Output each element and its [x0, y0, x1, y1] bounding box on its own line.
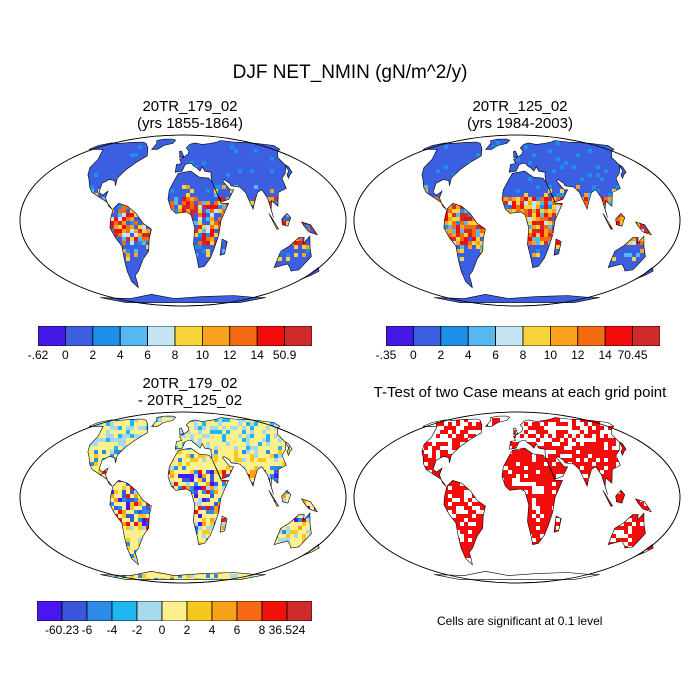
colorbar-swatch [467, 325, 496, 347]
colorbar-tick-label: 6 [144, 348, 151, 362]
colorbar-swatch [522, 325, 551, 347]
panel4-title: T-Test of two Case means at each grid po… [350, 384, 690, 401]
colorbar-tick-label: 8 [519, 348, 527, 362]
colorbar-panel-2: -.35 0 2 4 6 8 10 12 14 70.45 [376, 325, 661, 362]
map-panel-3 [19, 411, 347, 584]
colorbar-swatch [286, 600, 313, 622]
panel1-title-line2: (yrs 1855-1864) [137, 115, 243, 132]
coastline [421, 415, 654, 580]
colorbar-tick-label: 4 [208, 623, 216, 637]
panel1-title: 20TR_179_02 (yrs 1855-1864) [40, 98, 340, 132]
coastline [87, 415, 320, 580]
colorbar-panel-3: -60.23 -6 -4 -2 0 2 4 6 8 36.524 [36, 600, 313, 637]
colorbar-tick-label: 10 [543, 348, 558, 362]
colorbar-swatches-3 [36, 600, 313, 622]
colorbar-swatch [236, 600, 263, 622]
colorbar-swatch [604, 325, 633, 347]
colorbar-swatch [632, 325, 661, 347]
colorbar-swatch [37, 325, 66, 347]
colorbar-swatch [111, 600, 138, 622]
colorbar-tick-label: -.35 [375, 348, 397, 362]
colorbar-tick-label: 0 [158, 623, 166, 637]
colorbar-swatch [284, 325, 313, 347]
colorbar-tick-label: 2 [89, 348, 97, 362]
panel2-title: 20TR_125_02 (yrs 1984-2003) [370, 98, 670, 132]
map-outline [19, 134, 347, 307]
colorbar-tick-label: 2 [437, 348, 445, 362]
colorbar-swatch [229, 325, 258, 347]
colorbar-tick-label: 4 [464, 348, 472, 362]
figure-title: DJF NET_NMIN (gN/m^2/y) [232, 62, 468, 83]
colorbar-swatch [412, 325, 442, 347]
colorbar-swatch [201, 325, 231, 347]
map-panel-2 [353, 134, 681, 307]
colorbar-swatch [61, 600, 88, 622]
colorbar-swatch [86, 600, 113, 622]
colorbar-swatch [385, 325, 414, 347]
colorbar-tick-label: 6 [233, 623, 241, 637]
panel4-title-line1: T-Test of two Case means at each grid po… [373, 384, 667, 401]
colorbar-swatch [119, 325, 148, 347]
colorbar-swatch [549, 325, 579, 347]
map-outline [19, 411, 347, 584]
colorbar-tick-label: 36.524 [268, 623, 306, 637]
colorbar-swatch [161, 600, 188, 622]
panel3-title: 20TR_179_02 - 20TR_125_02 [40, 375, 340, 409]
colorbar-tick-label: 6 [492, 348, 499, 362]
colorbar-tick-label: 14 [598, 348, 612, 362]
colorbar-swatch [495, 325, 524, 347]
colorbar-tick-label: -.62 [27, 348, 49, 362]
colorbar-swatch [147, 325, 176, 347]
panel2-title-line1: 20TR_125_02 [472, 98, 568, 115]
colorbar-tick-label: 2 [183, 623, 191, 637]
colorbar-tick-label: 0 [62, 348, 69, 362]
colorbar-swatches-1 [37, 325, 313, 347]
colorbar-swatch [577, 325, 606, 347]
colorbar-swatch [92, 325, 121, 347]
colorbar-swatch [174, 325, 203, 347]
colorbar-tick-label: 70.45 [617, 348, 648, 362]
colorbar-tick-label: 8 [258, 623, 266, 637]
panel3-title-line1: 20TR_179_02 [142, 375, 238, 392]
colorbar-swatch [36, 600, 63, 622]
colorbar-tick-label: -6 [81, 623, 93, 637]
colorbar-tick-label: 14 [250, 348, 264, 362]
colorbar-swatch [136, 600, 163, 622]
colorbar-tick-label: 4 [116, 348, 124, 362]
colorbar-tick-label: 12 [571, 348, 585, 362]
colorbar-swatch [64, 325, 94, 347]
colorbar-panel-1: -.62 0 2 4 6 8 10 12 14 50.9 [28, 325, 313, 362]
colorbar-swatches-2 [385, 325, 661, 347]
map-panel-1 [19, 134, 347, 307]
colorbar-tick-label: -60.23 [44, 623, 80, 637]
colorbar-tick-label: 8 [171, 348, 179, 362]
panel1-title-line1: 20TR_179_02 [142, 98, 238, 115]
colorbar-swatch [261, 600, 288, 622]
colorbar-swatch [211, 600, 238, 622]
map-outline [353, 411, 681, 584]
map-panel-4 [353, 411, 681, 584]
colorbar-tick-label: 10 [195, 348, 210, 362]
panel2-title-line2: (yrs 1984-2003) [467, 115, 573, 132]
map-outline [353, 134, 681, 307]
colorbar-tick-label: 0 [410, 348, 417, 362]
colorbar-tick-label: 12 [223, 348, 237, 362]
colorbar-tick-label: -2 [131, 623, 143, 637]
colorbar-swatch [186, 600, 213, 622]
colorbar-swatch [256, 325, 285, 347]
coastline [421, 138, 654, 303]
significance-note: Cells are significant at 0.1 level [437, 614, 603, 628]
panel3-title-line2: - 20TR_125_02 [137, 392, 243, 409]
colorbar-tick-label: 50.9 [272, 348, 297, 362]
colorbar-swatch [440, 325, 469, 347]
coastline [87, 138, 320, 303]
colorbar-tick-label: -4 [106, 623, 118, 637]
